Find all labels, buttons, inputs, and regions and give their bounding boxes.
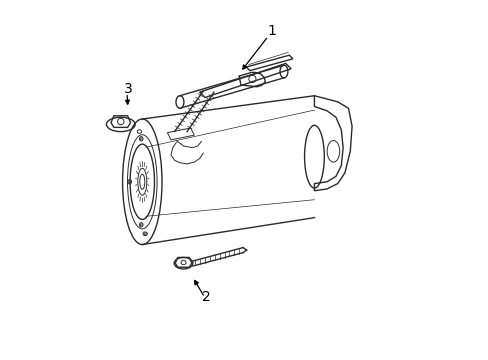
Text: 1: 1 [266, 24, 275, 38]
Text: 3: 3 [123, 82, 132, 95]
Text: 2: 2 [202, 289, 211, 303]
